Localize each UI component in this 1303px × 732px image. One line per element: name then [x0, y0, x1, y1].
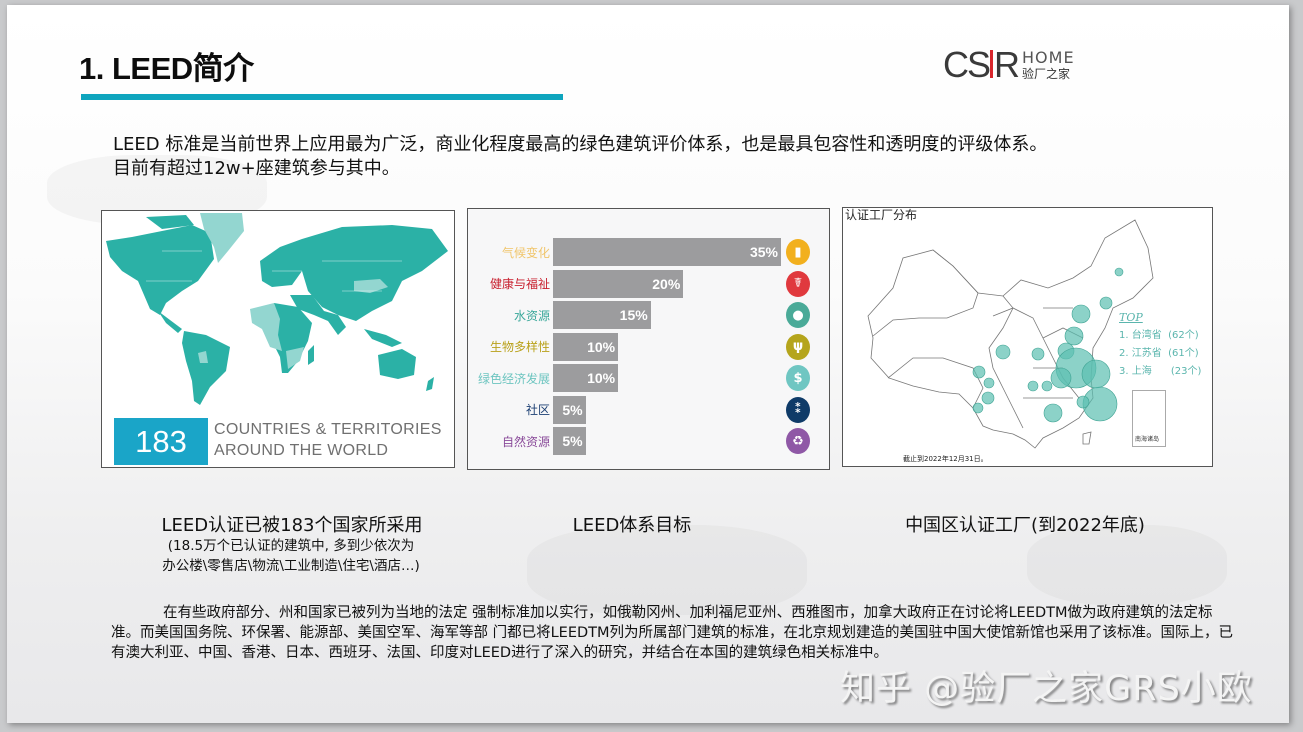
- caduceus-icon: ☤: [786, 270, 810, 297]
- chart-icon: ▮: [786, 239, 810, 265]
- bar-label: 社区: [525, 403, 550, 417]
- world-map-panel: 183 COUNTRIES & TERRITORIES AROUND THE W…: [101, 210, 455, 468]
- slide: 1. LEED简介 CS R HOME 验厂之家 LEED 标准是当前世界上应用最…: [7, 5, 1289, 723]
- bar: 10%: [553, 364, 619, 392]
- bar-row: 健康与福祉 20% ☤: [468, 269, 829, 298]
- zhihu-watermark: 知乎 @验厂之家GRS小欧: [840, 669, 1253, 709]
- bar-label: 绿色经济发展: [477, 371, 550, 386]
- leed-goals-bar-chart: 气候变化 35% ▮ 健康与福祉 20% ☤ 水资源 15% ● 生物多样性 10% ψ 绿色经济发展 1…: [467, 208, 830, 470]
- bar-label: 气候变化: [501, 245, 550, 260]
- bar-label: 水资源: [513, 308, 550, 323]
- intro-line-1: LEED 标准是当前世界上应用最为广泛，商业化程度最高的绿色建筑评价体系，也是最…: [113, 134, 1048, 155]
- background-map-shape: [1027, 525, 1227, 605]
- logo-mark: CS R: [943, 44, 1020, 85]
- caption-world-map-sub: (18.5万个已认证的建筑中, 多到少依次为 办公楼\零售店\物流\工业制造\住…: [162, 538, 420, 574]
- bar-label: 自然资源: [501, 434, 550, 449]
- slide-title: 1. LEED简介: [79, 51, 254, 86]
- logo-home-text: HOME: [1022, 48, 1075, 67]
- bar: 10%: [553, 332, 619, 361]
- bar-row: 自然资源 5% ♻: [468, 427, 829, 455]
- bar-row: 社区 5% ⁑: [468, 395, 829, 424]
- china-map-image: [867, 219, 1154, 449]
- bar: 35%: [553, 238, 781, 266]
- top-heading: TOP: [1119, 311, 1143, 324]
- dollar-icon: $: [786, 365, 810, 391]
- country-count-text: COUNTRIES & TERRITORIES AROUND THE WORLD: [214, 421, 442, 459]
- bar: 5%: [553, 427, 586, 455]
- hands-plant-icon: ψ: [786, 333, 810, 360]
- logo-cn-text: 验厂之家: [1022, 67, 1071, 81]
- water-drop-icon: ●: [786, 302, 810, 328]
- background-map-shape: [527, 525, 807, 615]
- intro-line-2: 目前有超过12w+座建筑参与其中。: [113, 158, 400, 179]
- body-paragraph: 在有些政府部分、州和国家已被列为当地的法定 强制标准加以实行，如俄勒冈州、加利福…: [111, 605, 1234, 661]
- bar-label: 生物多样性: [489, 340, 550, 354]
- bar: 15%: [553, 301, 651, 329]
- top-item: 1. 台湾省 (62个): [1119, 330, 1199, 341]
- top-item: 3. 上海 (23个): [1119, 366, 1202, 377]
- title-underline: [81, 94, 563, 100]
- south-china-sea-inset: 南海诸岛: [1132, 390, 1166, 447]
- bar-row: 绿色经济发展 10% $: [468, 364, 829, 392]
- bar-row: 生物多样性 10% ψ: [468, 332, 829, 361]
- recycle-icon: ♻: [786, 428, 810, 454]
- country-count-badge: 183: [114, 418, 208, 465]
- caption-china-map: 中国区认证工厂(到2022年底): [905, 515, 1145, 536]
- bar: 20%: [553, 269, 684, 298]
- top-item: 2. 江苏省 (61个): [1119, 348, 1199, 359]
- bar-row: 气候变化 35% ▮: [468, 238, 829, 266]
- caption-world-map: LEED认证已被183个国家所采用: [161, 515, 423, 536]
- china-map-footnote: 截止到2022年12月31日。: [903, 455, 988, 463]
- csr-home-logo: CS R HOME 验厂之家: [943, 45, 1075, 85]
- caption-bar-chart: LEED体系目标: [572, 515, 692, 536]
- bar-row: 水资源 15% ●: [468, 301, 829, 329]
- china-map-title: 认证工厂分布: [845, 208, 918, 222]
- bar: 5%: [553, 395, 586, 424]
- china-factory-map-panel: 认证工厂分布: [842, 207, 1213, 467]
- intro-text: LEED 标准是当前世界上应用最为广泛，商业化程度最高的绿色建筑评价体系，也是最…: [113, 133, 1233, 181]
- bar-label: 健康与福祉: [489, 277, 550, 291]
- people-icon: ⁑: [786, 396, 810, 423]
- world-map-image: [106, 213, 448, 405]
- top-provinces-list: TOP 1. 台湾省 (62个) 2. 江苏省 (61个) 3. 上海 (23个…: [1119, 309, 1201, 381]
